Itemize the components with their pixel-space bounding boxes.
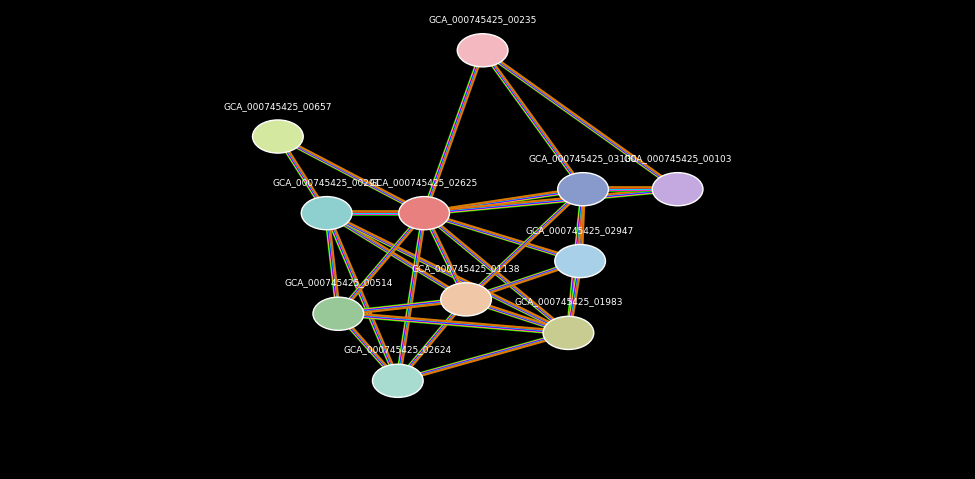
Text: GCA_000745425_00514: GCA_000745425_00514 [284, 278, 393, 287]
Ellipse shape [399, 196, 449, 230]
Text: GCA_000745425_01138: GCA_000745425_01138 [411, 264, 521, 273]
Ellipse shape [253, 120, 303, 153]
Ellipse shape [301, 196, 352, 230]
Text: GCA_000745425_00235: GCA_000745425_00235 [428, 15, 537, 24]
Ellipse shape [558, 172, 608, 206]
Ellipse shape [543, 316, 594, 350]
Text: GCA_000745425_00291: GCA_000745425_00291 [272, 178, 381, 187]
Text: GCA_000745425_02624: GCA_000745425_02624 [344, 345, 451, 354]
Ellipse shape [441, 283, 491, 316]
Ellipse shape [313, 297, 364, 331]
Ellipse shape [372, 364, 423, 398]
Ellipse shape [555, 244, 605, 278]
Text: GCA_000745425_00103: GCA_000745425_00103 [623, 154, 732, 163]
Text: GCA_000745425_01983: GCA_000745425_01983 [514, 297, 623, 307]
Text: GCA_000745425_03100: GCA_000745425_03100 [528, 154, 638, 163]
Text: GCA_000745425_02947: GCA_000745425_02947 [526, 226, 635, 235]
Ellipse shape [457, 34, 508, 67]
Text: GCA_000745425_02625: GCA_000745425_02625 [370, 178, 479, 187]
Ellipse shape [652, 172, 703, 206]
Text: GCA_000745425_00657: GCA_000745425_00657 [223, 102, 332, 111]
